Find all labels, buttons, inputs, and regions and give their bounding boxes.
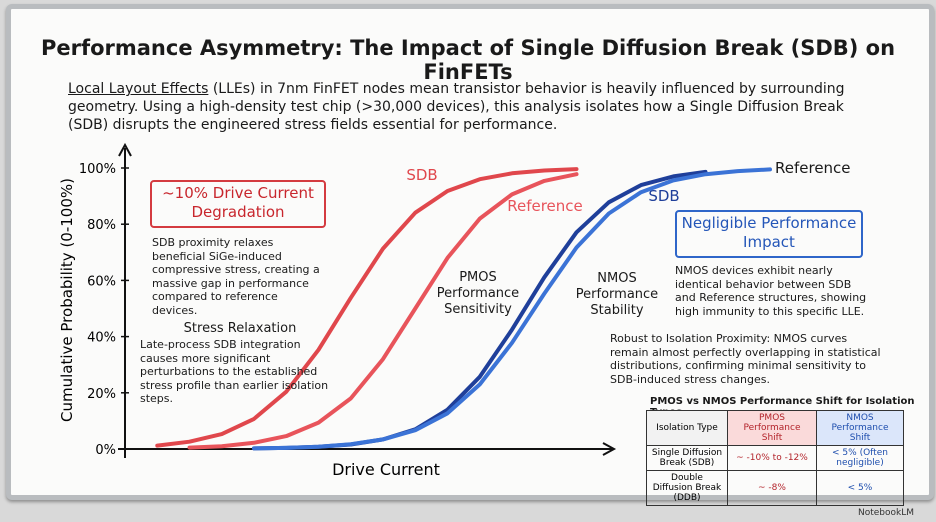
table-cell: Double Diffusion Break (DDB): [646, 470, 728, 506]
table-cell: Single Diffusion Break (SDB): [646, 445, 728, 471]
stress-detail: Late-process SDB integration causes more…: [140, 338, 329, 405]
table-cell: < 5%: [816, 470, 904, 506]
watermark: NotebookLM: [857, 508, 914, 518]
table-header: PMOS Performance Shift: [727, 410, 817, 446]
intro-text: (LLEs) in 7nm FinFET nodes mean transist…: [68, 81, 845, 133]
y-tick-label: 40%: [87, 331, 116, 346]
robust-detail: Robust to Isolation Proximity: NMOS curv…: [610, 332, 881, 386]
series-line: [187, 172, 579, 450]
y-tick-label: 60%: [87, 274, 116, 289]
table-header: NMOS Performance Shift: [816, 410, 904, 446]
series-label: SDB: [406, 166, 437, 184]
table-cell: ~ -10% to -12%: [727, 445, 817, 471]
nmos-callout: Negligible Performance Impact: [675, 210, 863, 258]
series-line: [155, 167, 579, 448]
x-axis-arrow: [602, 442, 617, 456]
pmos-detail: SDB proximity relaxes beneficial SiGe-in…: [152, 236, 320, 317]
series-label: Reference: [775, 159, 851, 177]
pmos-label: PMOS Performance Sensitivity: [436, 270, 520, 317]
series-label: Reference: [507, 197, 583, 215]
intro-term: Local Layout Effects: [68, 81, 209, 97]
nmos-label: NMOS Performance Stability: [575, 271, 659, 318]
title: Performance Asymmetry: The Impact of Sin…: [40, 36, 896, 84]
shift-table: Isolation Type PMOS Performance Shift NM…: [646, 410, 904, 506]
y-axis-arrow: [118, 142, 132, 157]
series-line: [252, 167, 772, 451]
y-tick-label: 20%: [87, 387, 116, 402]
table-header: Isolation Type: [646, 410, 728, 446]
series-label: SDB: [648, 187, 679, 205]
nmos-detail: NMOS devices exhibit nearly identical be…: [675, 264, 867, 318]
table-cell: ~ -8%: [727, 470, 817, 506]
y-tick-label: 80%: [87, 218, 116, 233]
stress-heading: Stress Relaxation: [183, 321, 297, 336]
y-axis-label: Cumulative Probability (0-100%): [58, 178, 76, 422]
intro: Local Layout Effects (LLEs) in 7nm FinFE…: [68, 80, 888, 134]
y-tick-label: 100%: [79, 162, 116, 177]
table-cell: < 5% (Often negligible): [816, 445, 904, 471]
x-axis-label: Drive Current: [332, 460, 440, 479]
pmos-callout: ~10% Drive Current Degradation: [150, 180, 326, 228]
y-tick-label: 0%: [95, 443, 116, 458]
